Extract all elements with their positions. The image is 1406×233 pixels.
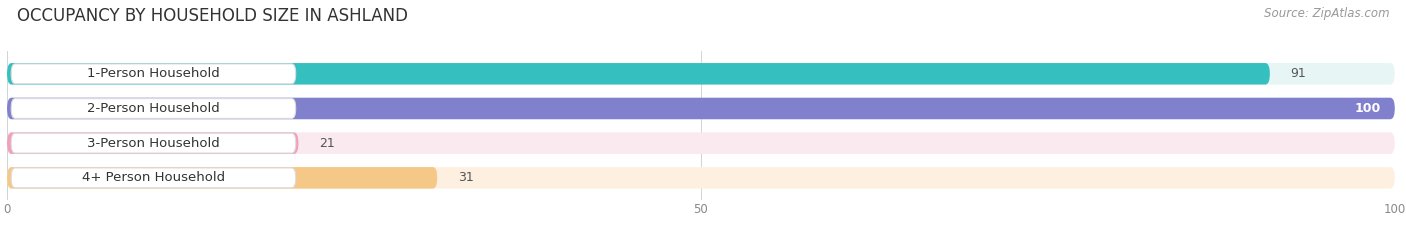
Text: Source: ZipAtlas.com: Source: ZipAtlas.com: [1264, 7, 1389, 20]
FancyBboxPatch shape: [11, 168, 295, 188]
FancyBboxPatch shape: [7, 167, 1395, 188]
FancyBboxPatch shape: [7, 132, 298, 154]
FancyBboxPatch shape: [7, 63, 1395, 85]
Text: 31: 31: [458, 171, 474, 184]
FancyBboxPatch shape: [7, 167, 437, 188]
FancyBboxPatch shape: [11, 99, 295, 118]
FancyBboxPatch shape: [7, 63, 1270, 85]
Text: 91: 91: [1291, 67, 1306, 80]
FancyBboxPatch shape: [7, 98, 1395, 119]
Text: 3-Person Household: 3-Person Household: [87, 137, 219, 150]
Text: 21: 21: [319, 137, 335, 150]
FancyBboxPatch shape: [11, 133, 295, 153]
FancyBboxPatch shape: [11, 64, 295, 84]
FancyBboxPatch shape: [7, 98, 1395, 119]
Text: 4+ Person Household: 4+ Person Household: [82, 171, 225, 184]
Text: 100: 100: [1354, 102, 1381, 115]
Text: OCCUPANCY BY HOUSEHOLD SIZE IN ASHLAND: OCCUPANCY BY HOUSEHOLD SIZE IN ASHLAND: [17, 7, 408, 25]
Text: 1-Person Household: 1-Person Household: [87, 67, 219, 80]
FancyBboxPatch shape: [7, 132, 1395, 154]
Text: 2-Person Household: 2-Person Household: [87, 102, 219, 115]
